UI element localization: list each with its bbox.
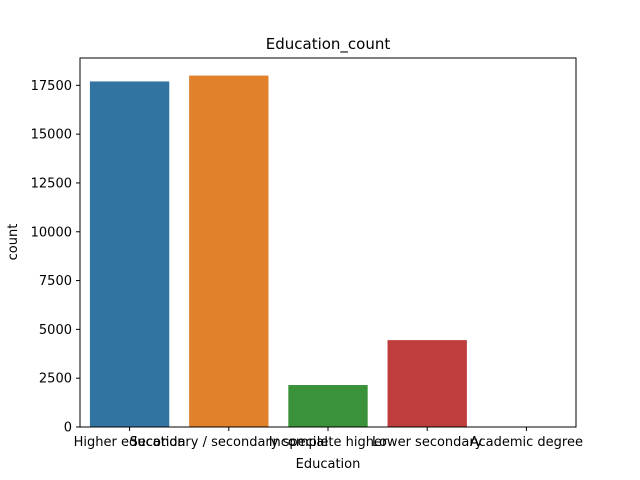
bars-group xyxy=(89,75,567,428)
y-tick-label-5: 12500 xyxy=(31,176,72,191)
x-tick-label-2: Incomplete higher xyxy=(269,435,388,450)
y-tick-label-6: 15000 xyxy=(31,128,72,143)
y-tick-label-3: 7500 xyxy=(39,274,72,289)
bar-1 xyxy=(189,75,269,427)
y-ticks-group: 0 2500 5000 7500 10000 12500 15000 17500 xyxy=(31,79,80,436)
y-tick-label-0: 0 xyxy=(64,421,72,436)
y-axis-label: count xyxy=(6,224,21,261)
x-tick-label-4: Academic degree xyxy=(470,435,583,450)
bar-3 xyxy=(387,340,467,427)
plot-frame xyxy=(79,57,577,428)
y-tick-label-7: 17500 xyxy=(31,79,72,94)
x-tick-label-1: Secondary / secondary special xyxy=(130,435,328,450)
x-tick-label-0: Higher education xyxy=(74,435,186,450)
x-axis-label: Education xyxy=(296,457,361,472)
y-tick-label-2: 5000 xyxy=(39,323,72,338)
bar-2 xyxy=(288,385,368,427)
chart-title: Education_count xyxy=(266,35,391,54)
x-tick-label-3: Lower secondary xyxy=(372,435,483,450)
y-tick-label-1: 2500 xyxy=(39,372,72,387)
y-tick-label-4: 10000 xyxy=(31,225,72,240)
bar-0 xyxy=(89,81,170,428)
